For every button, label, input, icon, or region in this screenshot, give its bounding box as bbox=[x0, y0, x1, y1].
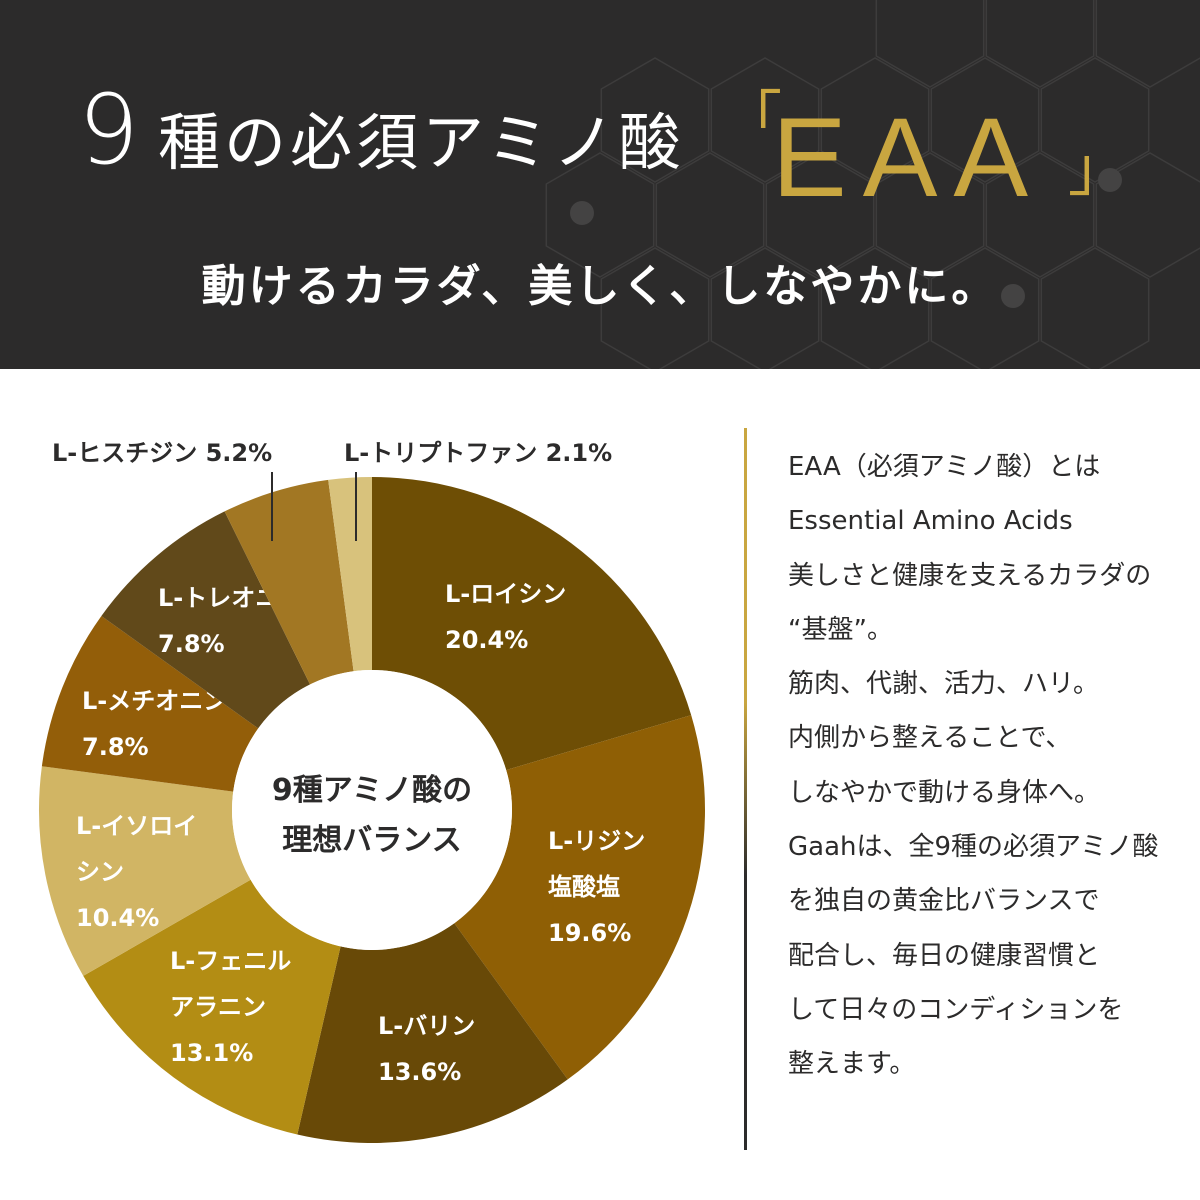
hexagon-shape bbox=[1040, 57, 1150, 183]
gold-divider-line bbox=[744, 428, 747, 1150]
description-line: 内側から整えることで、 bbox=[788, 723, 1072, 754]
hexagon-shape bbox=[875, 152, 985, 278]
slice-label: L-フェニルアラニン 13.1% bbox=[170, 947, 291, 1067]
title-row: 9 種の必須アミノ酸 「 EAA 」 bbox=[0, 60, 1200, 230]
donut-slice bbox=[39, 766, 251, 976]
hexagon-shape bbox=[765, 152, 875, 278]
description-line: “基盤”。 bbox=[788, 614, 893, 645]
hexagon-shape bbox=[820, 247, 930, 369]
header-banner: 9 種の必須アミノ酸 「 EAA 」 動けるカラダ、美しく、しなやかに。 bbox=[0, 0, 1200, 369]
description-text: EAA（必須アミノ酸）とは Essential Amino Acids 美しさと健康… bbox=[788, 440, 1188, 1092]
title-text: 種の必須アミノ酸 bbox=[158, 106, 685, 179]
title-number: 9 bbox=[78, 74, 140, 186]
donut-slice bbox=[41, 615, 259, 792]
subtitle: 動けるカラダ、美しく、しなやかに。 bbox=[201, 261, 999, 312]
title-bracket-close: 」 bbox=[1068, 135, 1128, 205]
hexagon-node-dot bbox=[570, 201, 594, 225]
donut-slice bbox=[224, 479, 354, 685]
description-line: Essential Amino Acids bbox=[788, 506, 1073, 537]
description-line: 美しさと健康を支えるカラダの bbox=[788, 560, 1152, 591]
hexagon-shape bbox=[600, 57, 710, 183]
hexagon-node-dot bbox=[1098, 168, 1122, 192]
description-line: を独自の黄金比バランスで bbox=[788, 886, 1100, 917]
donut-slice bbox=[101, 511, 311, 729]
description-line: して日々のコンディションを bbox=[788, 994, 1124, 1025]
hexagon-shape bbox=[710, 247, 820, 369]
hexagon-shape bbox=[985, 152, 1095, 278]
hexagon-shape bbox=[600, 247, 710, 369]
hexagon-pattern-background bbox=[545, 0, 1200, 369]
hexagon-shape bbox=[930, 57, 1040, 183]
donut-slice bbox=[83, 879, 341, 1135]
description-line: しなやかで動ける身体へ。 bbox=[788, 777, 1101, 808]
hexagon-shape bbox=[985, 0, 1095, 88]
donut-center bbox=[232, 670, 512, 950]
hexagon-shape bbox=[1095, 0, 1200, 88]
slice-label: L-メチオニン 7.8% bbox=[82, 687, 227, 761]
donut-slice bbox=[454, 715, 706, 1080]
donut-slice bbox=[328, 477, 372, 672]
slice-label: L-ロイシン 20.4% bbox=[445, 580, 566, 654]
slice-label: L-リジン塩酸塩 19.6% bbox=[548, 827, 645, 947]
donut-chart: L-ロイシン 20.4% L-リジン塩酸塩 19.6% L-バリン 13.6% L-フェニル… bbox=[39, 439, 706, 1143]
slice-label: L-イソロイシン 10.4% bbox=[76, 812, 197, 932]
slice-label: L-バリン 13.6% bbox=[378, 1012, 475, 1086]
description-line: EAA（必須アミノ酸）とは bbox=[788, 452, 1101, 482]
title-bracket-open: 「 bbox=[722, 85, 782, 155]
description-line: Gaahは、全9種の必須アミノ酸 bbox=[788, 832, 1159, 863]
hexagon-shape bbox=[1040, 247, 1150, 369]
hexagon-shape bbox=[930, 247, 1040, 369]
hexagon-shape bbox=[710, 57, 820, 183]
hexagon-shape bbox=[545, 152, 655, 278]
hexagon-shape bbox=[655, 152, 765, 278]
slice-label: L-ヒスチジン 5.2% bbox=[52, 439, 272, 467]
title-eaa: EAA bbox=[772, 95, 1045, 220]
slice-label: L-トリプトファン 2.1% bbox=[344, 439, 612, 467]
hexagon-shape bbox=[875, 0, 985, 88]
description-line: 筋肉、代謝、活力、ハリ。 bbox=[788, 669, 1099, 700]
hexagon-node-dot bbox=[1001, 284, 1025, 308]
amino-acid-chart: L-ロイシン 20.4% L-リジン塩酸塩 19.6% L-バリン 13.6% L-フェニル… bbox=[0, 369, 740, 1200]
donut-slice bbox=[297, 923, 568, 1143]
center-label: 9種アミノ酸の理想バランス bbox=[272, 773, 472, 858]
donut-slice bbox=[372, 477, 692, 771]
description-line: 整えます。 bbox=[788, 1049, 916, 1080]
hexagon-shape bbox=[820, 57, 930, 183]
description-line: 配合し、毎日の健康習慣と bbox=[788, 940, 1101, 971]
hexagon-shape bbox=[1095, 152, 1200, 278]
